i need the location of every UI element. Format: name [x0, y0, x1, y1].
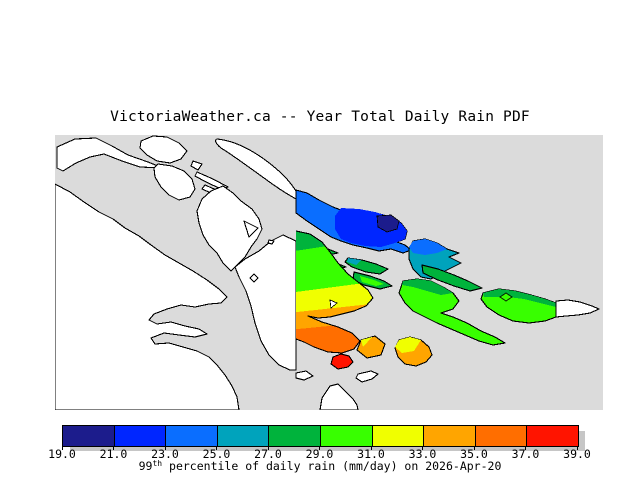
caption-base: 99 [138, 459, 153, 473]
peninsula-band-31-33 [296, 281, 373, 313]
landmass-bottom-wedge [319, 383, 359, 410]
colorbar-tick [371, 446, 372, 450]
islet-diamond [249, 273, 259, 283]
island-north-upper-lobe [139, 135, 188, 164]
island-central-se-band [402, 279, 453, 295]
colorbar-tick-label: 33.0 [408, 447, 437, 461]
map-plot [55, 135, 603, 410]
colorbar-tick-label: 21.0 [99, 447, 128, 461]
colorbar-tick [165, 446, 166, 450]
colorbar-segment-35-37 [474, 426, 527, 446]
island-east-large-band [483, 289, 556, 307]
islet-speck [267, 239, 275, 245]
peninsula-lake-hole [329, 299, 338, 309]
colorbar-segment-29-31 [319, 426, 372, 446]
peninsula-outline [295, 230, 374, 354]
colorbar-tick [422, 446, 423, 450]
island-north-lower-lobe [153, 163, 196, 201]
colorbar-segment-23-25 [165, 426, 217, 446]
island-mid-white [196, 185, 263, 272]
islet-south-red [330, 353, 354, 370]
island-long-nw-white-part [215, 138, 297, 200]
caption-superscript: th [152, 459, 163, 468]
islet-arrow-white [355, 370, 379, 383]
colorbar-tick [319, 446, 320, 450]
landmass-inlet-east-bank [234, 234, 297, 371]
colorbar [62, 425, 579, 447]
colorbar-segment-33-35 [423, 426, 475, 446]
island-east-diamond-mark [499, 292, 513, 302]
landmass-mainland-west [55, 183, 240, 410]
colorbar-tick-label: 19.0 [48, 447, 76, 461]
island-elongated-nw-min-patch [376, 214, 400, 233]
islet-north-east [190, 160, 203, 171]
island-long-thin-green [421, 264, 483, 292]
colorbar-tick-label: 37.0 [511, 447, 540, 461]
plot-title: VictoriaWeather.ca -- Year Total Daily R… [110, 109, 530, 125]
colorbar-tick [62, 446, 63, 450]
island-cluster-b-bright [360, 276, 384, 286]
colorbar-segment-25-27 [216, 426, 269, 446]
colorbar-tick-label: 31.0 [357, 447, 385, 461]
colorbar-segment-27-29 [268, 426, 320, 446]
colorbar-segment-19-21 [63, 426, 114, 446]
island-ne-azure-top [409, 239, 447, 255]
colorbar-tick-label: 35.0 [460, 447, 488, 461]
island-south-yellow-part [395, 337, 421, 353]
caption-rest: percentile of daily rain (mm/day) on 202… [162, 459, 502, 473]
colorbar-tick [216, 446, 217, 450]
colorbar-tick [525, 446, 526, 450]
islet-small-white [295, 370, 314, 381]
colorbar-tick [113, 446, 114, 450]
colorbar-tick-label: 39.0 [563, 447, 591, 461]
colorbar-tick-label: 23.0 [151, 447, 179, 461]
colorbar-segment-21-23 [113, 426, 166, 446]
islet-triangle [243, 220, 259, 238]
colorbar-tick-label: 25.0 [202, 447, 231, 461]
colorbar-tick [577, 446, 578, 450]
island-east-white-tip [555, 299, 600, 318]
colorbar-tick-label: 29.0 [305, 447, 334, 461]
landmass-nw-pennant [56, 137, 164, 172]
colorbar-tick [268, 446, 269, 450]
colorbar-caption: 99th percentile of daily rain (mm/day) o… [0, 459, 640, 473]
islet-south-orange-yellow-corner [361, 337, 372, 347]
colorbar-tick-label: 27.0 [254, 447, 282, 461]
colorbar-segment-37-39 [526, 426, 578, 446]
colorbar-segment-31-33 [371, 426, 424, 446]
colorbar-tick [474, 446, 475, 450]
island-cluster-a-teal [347, 258, 361, 265]
